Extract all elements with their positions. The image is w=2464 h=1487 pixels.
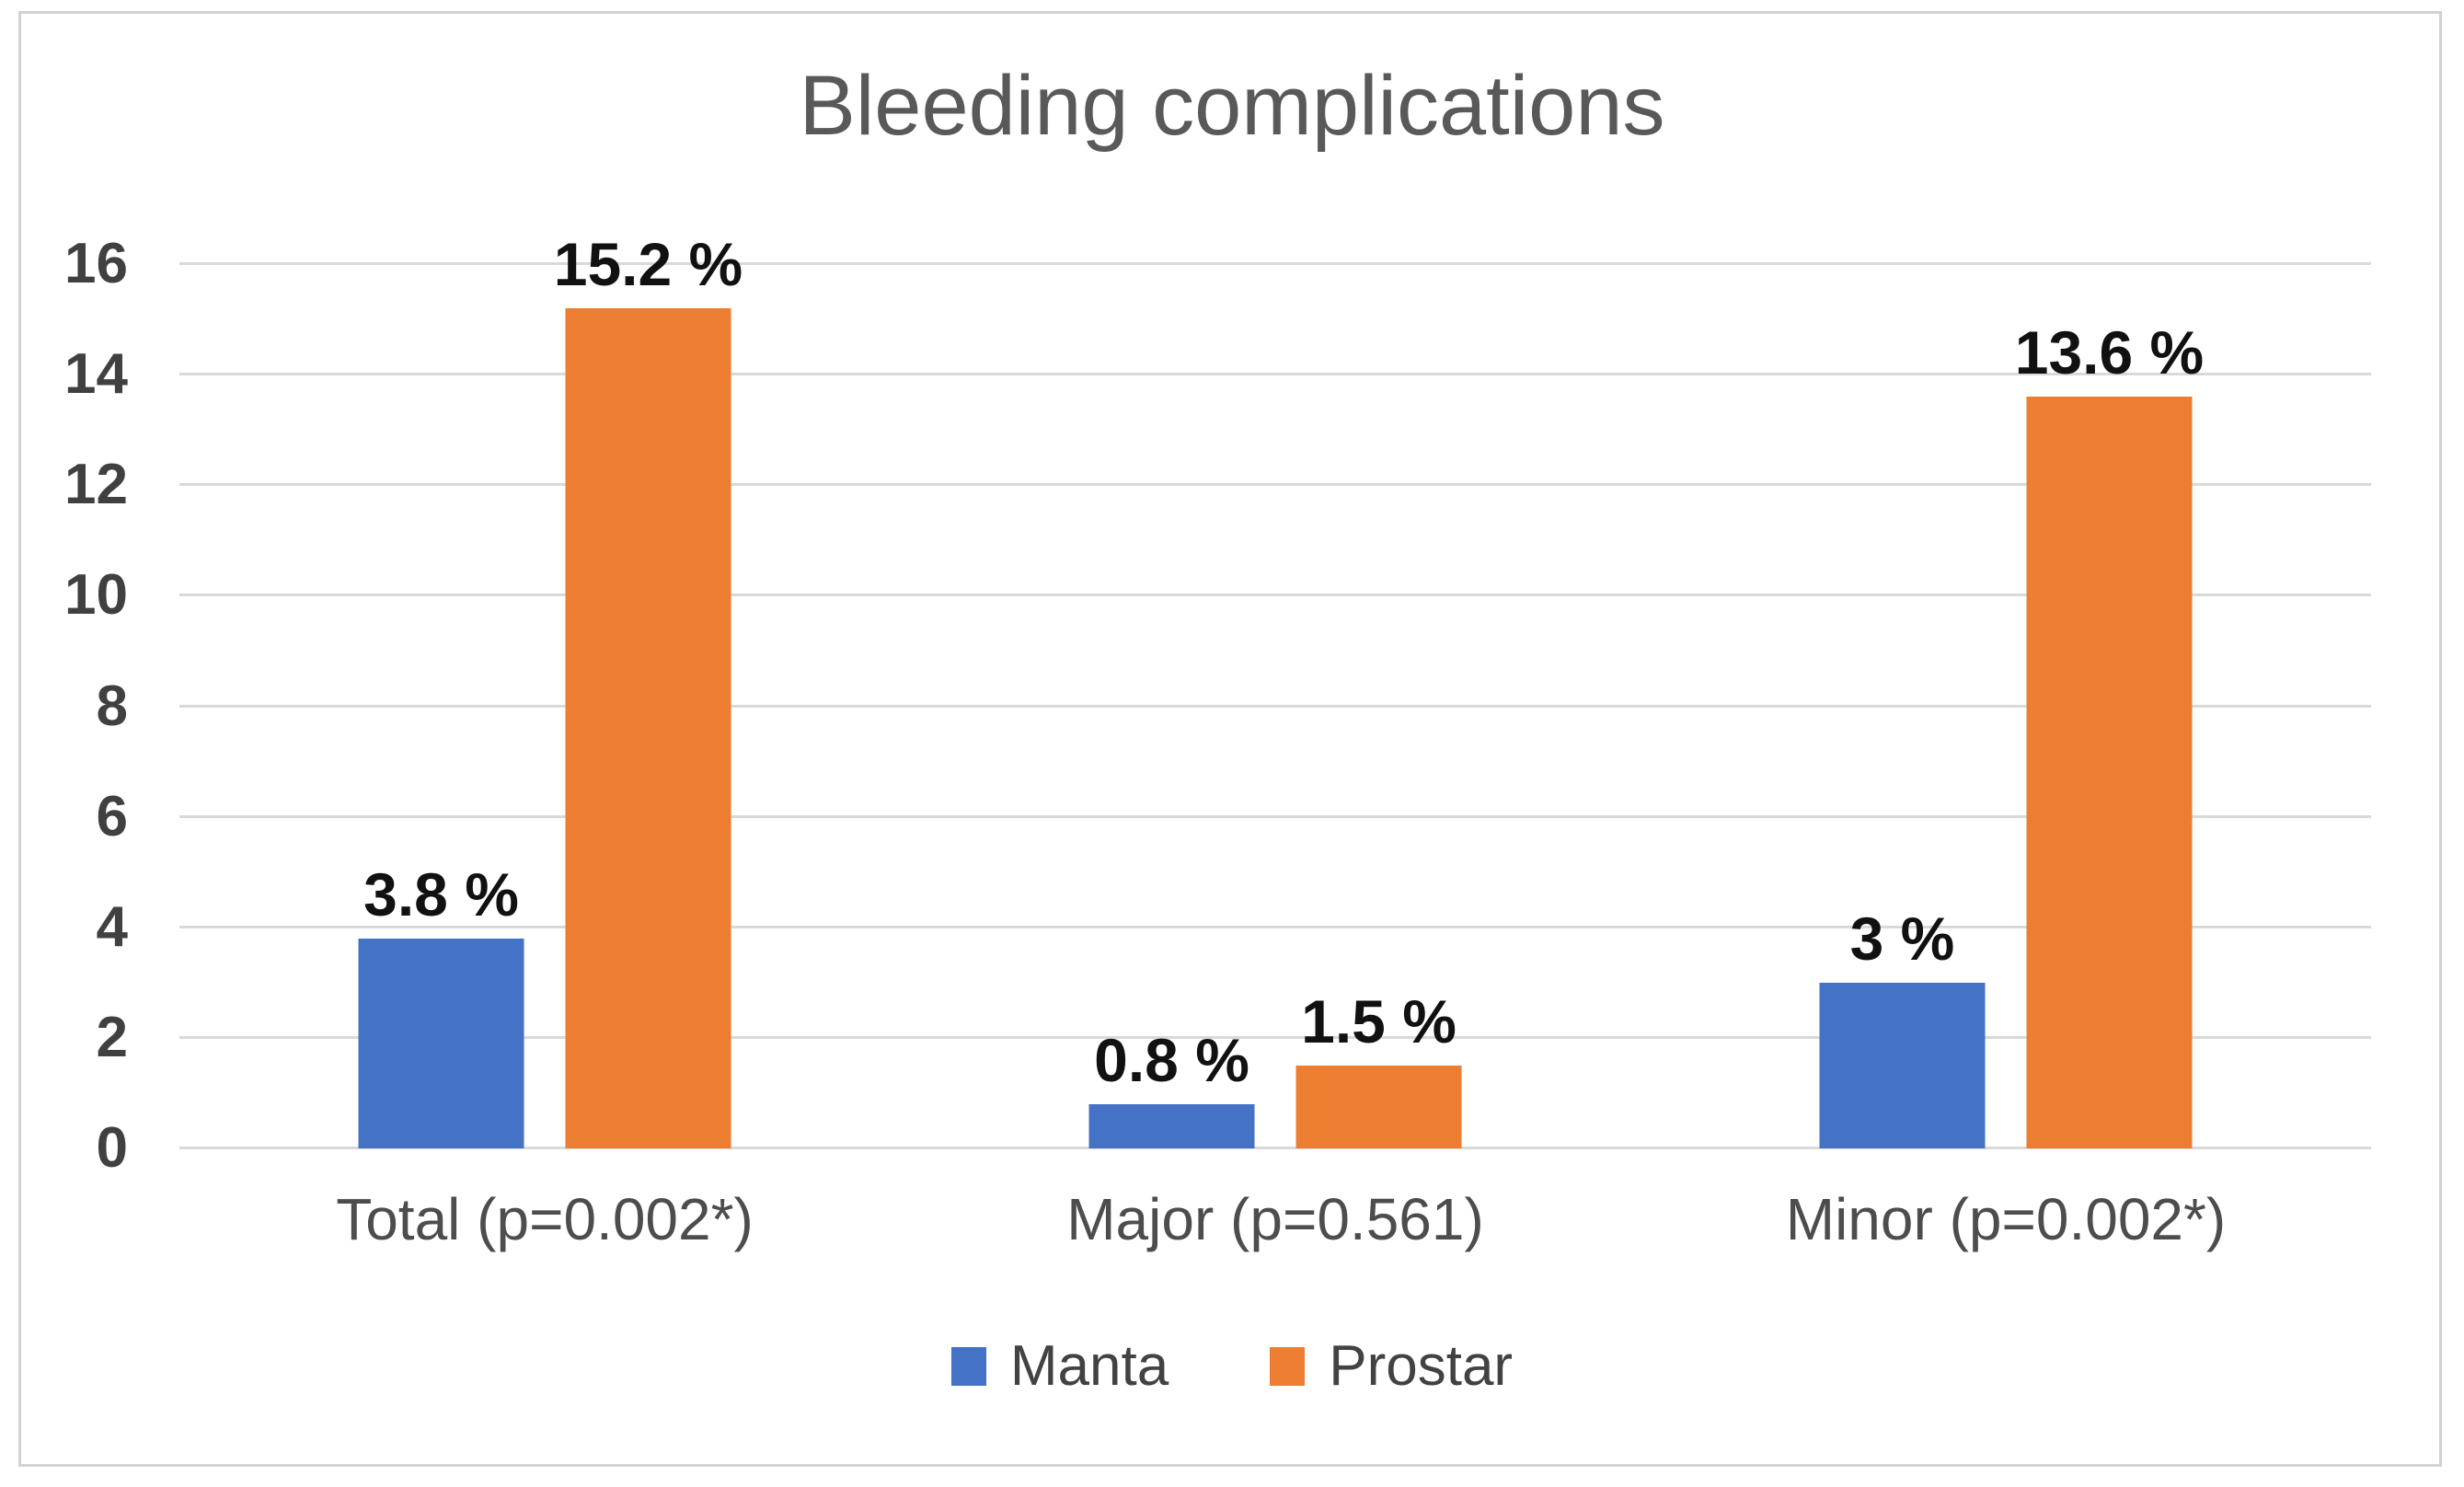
bar-value-label: 3.8 % [363, 859, 519, 928]
gridline [179, 262, 2371, 265]
legend-label: Manta [1009, 1334, 1169, 1398]
y-axis-tick-label: 4 [96, 894, 128, 959]
gridline [179, 483, 2371, 487]
gridline [179, 1035, 2371, 1039]
gridline [179, 925, 2371, 928]
bar-wrap: 3.8 % [358, 863, 524, 1148]
bar-wrap: 15.2 % [554, 233, 743, 1148]
bar-wrap: 13.6 % [2015, 321, 2204, 1148]
bar-group: 3 % 13.6 % [1819, 321, 2204, 1148]
y-axis-tick-label: 16 [64, 232, 128, 295]
bar-wrap: 3 % [1819, 907, 1986, 1148]
x-axis-category-label: Major (p=0.561) [1066, 1186, 1484, 1252]
bar-group: 3.8 % 15.2 % [358, 233, 743, 1148]
bar-value-label: 15.2 % [553, 230, 743, 299]
bar-wrap: 0.8 % [1088, 1029, 1255, 1148]
gridline [179, 373, 2371, 376]
bar-manta [358, 938, 524, 1148]
bar-prostar [565, 308, 731, 1148]
bar-wrap: 1.5 % [1295, 990, 1462, 1148]
legend-swatch-icon [1270, 1347, 1306, 1386]
legend-label: Prostar [1329, 1334, 1514, 1398]
y-axis-tick-label: 0 [96, 1116, 128, 1180]
gridline [179, 704, 2371, 708]
y-axis-tick-label: 12 [64, 453, 128, 517]
legend-item-manta: Manta [950, 1334, 1169, 1398]
bar-value-label: 3 % [1849, 904, 1955, 973]
bar-prostar [2026, 397, 2193, 1148]
gridline [179, 594, 2371, 597]
x-axis-category-label: Minor (p=0.002*) [1785, 1186, 2227, 1252]
y-axis-tick-label: 8 [96, 674, 128, 738]
bar-value-label: 13.6 % [2014, 318, 2205, 387]
legend-item-prostar: Prostar [1270, 1336, 1513, 1397]
y-axis-tick-label: 10 [64, 563, 128, 628]
bar-manta [1088, 1103, 1255, 1148]
bar-prostar [1295, 1065, 1462, 1148]
bar-group: 0.8 % 1.5 % [1088, 990, 1462, 1148]
bar-value-label: 1.5 % [1301, 986, 1457, 1055]
gridline [179, 1147, 2371, 1149]
gridline [179, 814, 2371, 818]
legend-swatch-icon [950, 1347, 986, 1386]
legend: Manta Prostar [0, 1336, 2464, 1397]
plot-area: 0 2 4 6 8 10 12 14 16 3.8 % 15.2 % Total (p=0.002*)… [64, 233, 2371, 1251]
x-axis-category-label: Total (p=0.002*) [336, 1186, 754, 1252]
bar-value-label: 0.8 % [1094, 1025, 1249, 1094]
y-axis-tick-label: 14 [64, 342, 128, 407]
bar-manta [1819, 982, 1986, 1148]
y-axis-tick-label: 6 [96, 784, 128, 848]
y-axis-tick-label: 2 [96, 1005, 128, 1069]
chart-title: Bleeding complications [799, 59, 1665, 153]
